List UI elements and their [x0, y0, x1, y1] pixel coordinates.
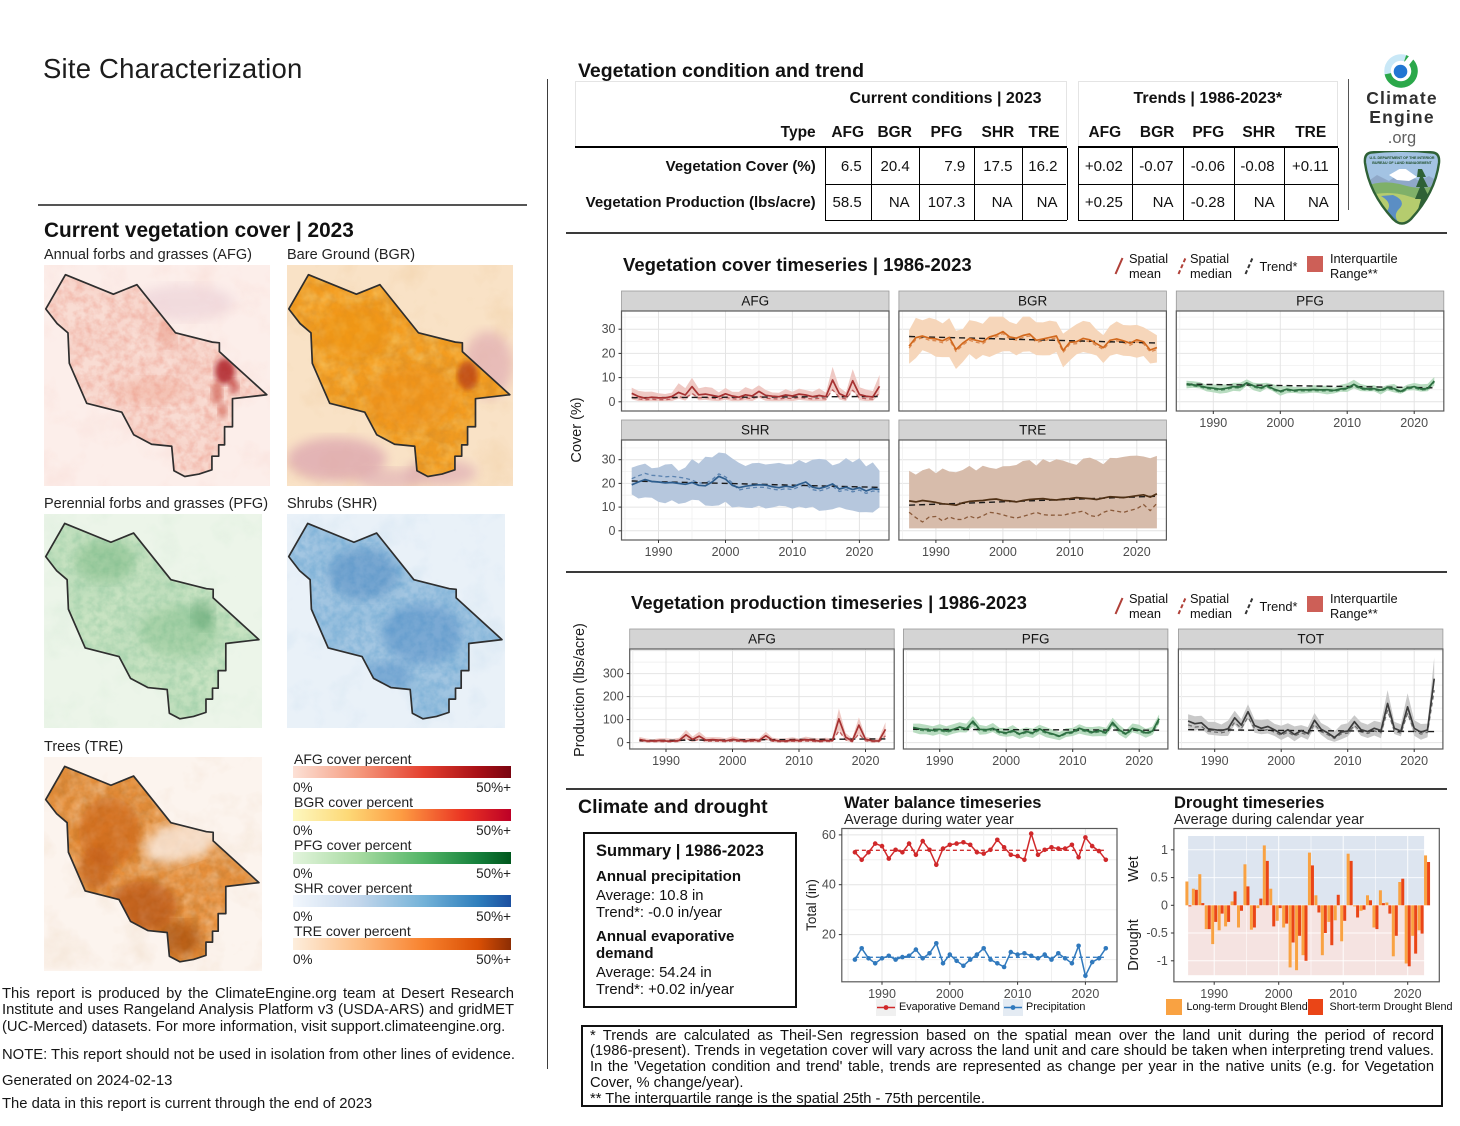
svg-text:40: 40 [822, 878, 836, 892]
svg-text:2020: 2020 [845, 545, 873, 559]
svg-text:2010: 2010 [1056, 545, 1084, 559]
svg-text:2000: 2000 [1266, 416, 1294, 430]
svg-text:-0.5: -0.5 [1146, 926, 1168, 940]
svg-text:U.S. DEPARTMENT OF THE INTERIO: U.S. DEPARTMENT OF THE INTERIOR [1369, 156, 1434, 160]
svg-text:2020: 2020 [1394, 987, 1422, 1001]
svg-text:2020: 2020 [852, 754, 880, 768]
svg-text:0: 0 [609, 524, 616, 538]
svg-text:30: 30 [602, 453, 616, 467]
svg-text:100: 100 [603, 713, 624, 727]
svg-text:2010: 2010 [1334, 754, 1362, 768]
svg-text:200: 200 [603, 690, 624, 704]
svg-text:1: 1 [1161, 843, 1168, 857]
svg-text:2010: 2010 [1059, 754, 1087, 768]
svg-text:30: 30 [602, 322, 616, 336]
svg-text:2010: 2010 [785, 754, 813, 768]
svg-text:2010: 2010 [1329, 987, 1357, 1001]
svg-text:AFG: AFG [748, 632, 776, 647]
svg-text:300: 300 [603, 667, 624, 681]
svg-text:Production (lbs/acre): Production (lbs/acre) [572, 623, 588, 757]
svg-text:TRE: TRE [1019, 423, 1046, 438]
svg-text:2000: 2000 [992, 754, 1020, 768]
svg-text:20: 20 [602, 346, 616, 360]
svg-text:2010: 2010 [1333, 416, 1361, 430]
svg-text:1990: 1990 [1200, 987, 1228, 1001]
svg-text:1990: 1990 [868, 987, 896, 1001]
svg-text:20: 20 [822, 928, 836, 942]
svg-text:Total (in): Total (in) [804, 879, 819, 931]
svg-text:2000: 2000 [712, 545, 740, 559]
svg-text:PFG: PFG [1022, 632, 1050, 647]
svg-text:SHR: SHR [741, 423, 770, 438]
svg-text:1990: 1990 [922, 545, 950, 559]
svg-text:2020: 2020 [1071, 987, 1099, 1001]
svg-text:BUREAU OF LAND MANAGEMENT: BUREAU OF LAND MANAGEMENT [1372, 161, 1432, 165]
svg-text:2020: 2020 [1123, 545, 1151, 559]
svg-text:10: 10 [602, 500, 616, 514]
svg-text:Wet: Wet [1126, 856, 1142, 882]
svg-text:0.5: 0.5 [1151, 871, 1168, 885]
svg-text:PFG: PFG [1296, 294, 1324, 309]
svg-text:AFG: AFG [741, 294, 769, 309]
svg-text:2010: 2010 [778, 545, 806, 559]
svg-text:1990: 1990 [652, 754, 680, 768]
svg-text:20: 20 [602, 476, 616, 490]
svg-text:2020: 2020 [1125, 754, 1153, 768]
svg-text:2020: 2020 [1400, 754, 1428, 768]
svg-text:1990: 1990 [926, 754, 954, 768]
svg-text:2000: 2000 [989, 545, 1017, 559]
svg-text:2000: 2000 [1267, 754, 1295, 768]
svg-text:1990: 1990 [1201, 754, 1229, 768]
svg-text:-1: -1 [1157, 954, 1168, 968]
svg-text:Drought: Drought [1126, 919, 1142, 971]
svg-text:0: 0 [609, 395, 616, 409]
svg-text:2000: 2000 [1265, 987, 1293, 1001]
svg-text:60: 60 [822, 828, 836, 842]
svg-text:0: 0 [1161, 898, 1168, 912]
svg-text:Cover (%): Cover (%) [569, 397, 585, 462]
svg-text:2000: 2000 [719, 754, 747, 768]
svg-text:2010: 2010 [1004, 987, 1032, 1001]
svg-text:TOT: TOT [1297, 632, 1324, 647]
svg-text:10: 10 [602, 371, 616, 385]
svg-text:2000: 2000 [936, 987, 964, 1001]
svg-text:BGR: BGR [1018, 294, 1048, 309]
svg-text:1990: 1990 [1199, 416, 1227, 430]
svg-text:0: 0 [617, 736, 624, 750]
svg-text:2020: 2020 [1400, 416, 1428, 430]
svg-text:1990: 1990 [645, 545, 673, 559]
